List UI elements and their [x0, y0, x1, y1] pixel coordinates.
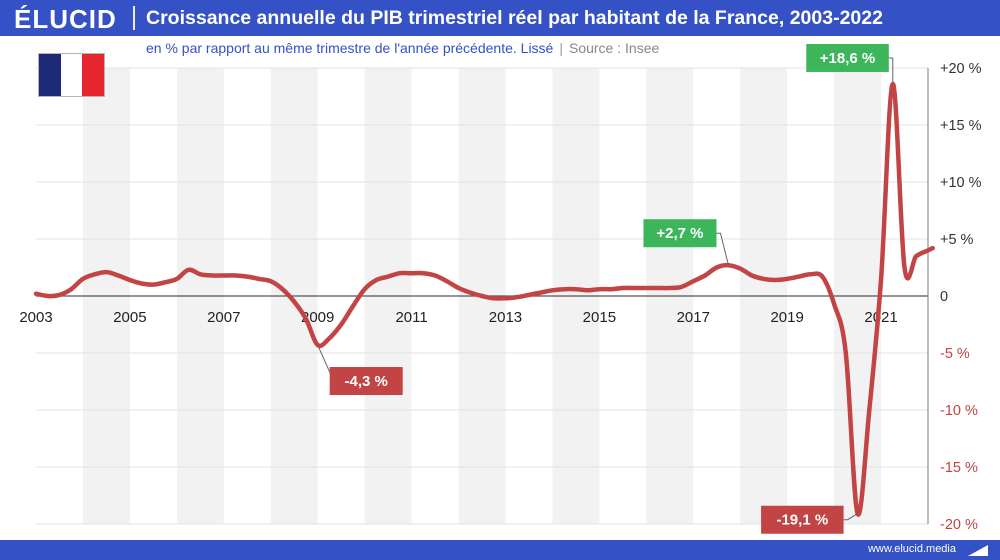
- logo-divider: [133, 6, 135, 30]
- annotation-callout: +2,7 %: [643, 219, 729, 266]
- chart-title: Croissance annuelle du PIB trimestriel r…: [146, 7, 883, 29]
- annotation-label: +18,6 %: [820, 50, 875, 67]
- annotation-leader: [716, 232, 729, 266]
- x-tick-label: 2015: [583, 309, 616, 326]
- website-link[interactable]: www.elucid.media: [867, 543, 956, 555]
- annotation-label: +2,7 %: [656, 225, 703, 242]
- x-tick-label: 2003: [19, 309, 52, 326]
- y-tick-label: -20 %: [940, 517, 978, 533]
- flag-blue-stripe: [39, 54, 61, 96]
- footer-bar: www.elucid.media: [0, 540, 1000, 560]
- annotation-callout: -19,1 %: [761, 505, 858, 534]
- annotation-box: [329, 367, 403, 396]
- header-bar: ÉLUCID Croissance annuelle du PIB trimes…: [0, 0, 1000, 36]
- subtitle-text: en % par rapport au même trimestre de l'…: [146, 40, 554, 56]
- annotation-leader: [888, 57, 894, 84]
- flag-white-stripe: [60, 54, 83, 96]
- chart-subtitle: en % par rapport au même trimestre de l'…: [146, 40, 659, 56]
- y-tick-label: +10 %: [940, 175, 982, 191]
- x-tick-label: 2017: [677, 309, 710, 326]
- annotation-callout: -4,3 %: [317, 344, 403, 396]
- x-tick-label: 2007: [207, 309, 240, 326]
- annotation-leader: [843, 513, 858, 521]
- annotation-box: [761, 505, 844, 534]
- x-tick-label: 2019: [770, 309, 803, 326]
- y-tick-label: -15 %: [940, 460, 978, 476]
- y-tick-label: -5 %: [940, 346, 970, 362]
- elucid-mark-icon: [968, 545, 988, 556]
- y-tick-label: -10 %: [940, 403, 978, 419]
- flag-red-stripe: [82, 54, 105, 96]
- x-tick-label: 2021: [864, 309, 897, 326]
- annotation-label: -19,1 %: [776, 512, 828, 529]
- france-flag-icon: [38, 53, 105, 97]
- annotation-callout: +18,6 %: [806, 43, 894, 84]
- series-line: [33, 81, 935, 517]
- annotation-box: [643, 219, 717, 248]
- annotation-label: -4,3 %: [345, 373, 388, 390]
- subtitle-separator: |: [559, 40, 563, 56]
- brand-logo[interactable]: ÉLUCID: [14, 4, 117, 34]
- y-tick-label: +20 %: [940, 61, 982, 77]
- x-tick-label: 2005: [113, 309, 146, 326]
- y-tick-label: +15 %: [940, 118, 982, 134]
- annotation-box: [806, 43, 889, 72]
- x-tick-label: 2011: [395, 309, 427, 326]
- x-tick-label: 2013: [489, 309, 522, 326]
- y-tick-label: +5 %: [940, 232, 974, 248]
- y-tick-label: 0: [940, 289, 948, 305]
- source-text: Source : Insee: [568, 40, 660, 56]
